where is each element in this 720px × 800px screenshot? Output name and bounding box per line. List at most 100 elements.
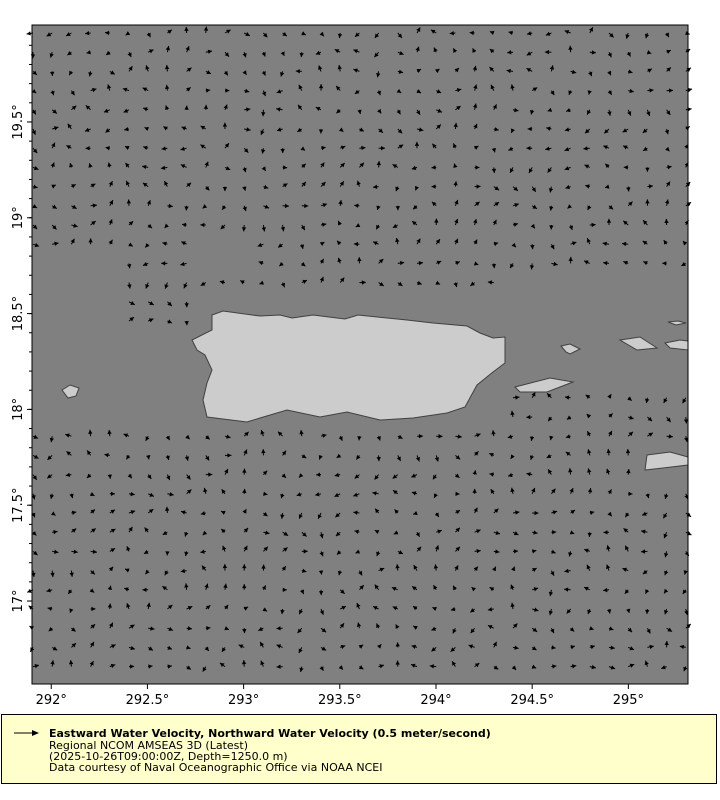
velocity-arrow bbox=[280, 71, 285, 77]
velocity-arrow bbox=[184, 532, 189, 537]
velocity-arrow bbox=[257, 242, 264, 247]
velocity-arrow bbox=[583, 260, 591, 265]
velocity-arrow bbox=[339, 277, 345, 283]
velocity-arrow bbox=[282, 531, 289, 537]
velocity-arrow bbox=[319, 551, 324, 557]
velocity-arrow bbox=[31, 109, 37, 115]
velocity-arrow bbox=[665, 146, 670, 152]
velocity-arrow bbox=[565, 451, 571, 457]
velocity-arrow bbox=[353, 49, 360, 54]
velocity-arrow bbox=[473, 123, 478, 130]
velocity-arrow bbox=[224, 604, 229, 610]
velocity-arrow bbox=[372, 491, 379, 496]
velocity-arrow bbox=[221, 205, 227, 211]
velocity-arrow bbox=[315, 106, 322, 111]
velocity-arrow bbox=[454, 67, 460, 73]
velocity-arrow bbox=[336, 240, 342, 246]
velocity-arrow bbox=[201, 565, 207, 571]
velocity-arrow bbox=[242, 70, 247, 76]
velocity-arrow bbox=[301, 181, 307, 187]
velocity-arrow bbox=[393, 530, 399, 535]
velocity-arrow bbox=[416, 127, 424, 132]
velocity-arrow bbox=[666, 416, 672, 423]
velocity-arrow bbox=[223, 70, 229, 76]
velocity-arrow bbox=[261, 166, 267, 172]
velocity-arrow bbox=[392, 163, 399, 169]
x-tick-label: 294.5° bbox=[510, 693, 554, 708]
velocity-arrow bbox=[531, 567, 537, 572]
velocity-arrow bbox=[392, 223, 399, 229]
velocity-arrow bbox=[414, 141, 420, 149]
velocity-arrow bbox=[123, 433, 130, 438]
velocity-arrow bbox=[663, 532, 668, 539]
x-tick-label: 293.5° bbox=[318, 693, 362, 708]
velocity-arrow bbox=[205, 625, 211, 631]
velocity-arrow bbox=[358, 570, 363, 576]
velocity-arrow bbox=[337, 32, 343, 39]
velocity-arrow bbox=[376, 455, 381, 462]
velocity-arrow bbox=[585, 394, 591, 399]
velocity-arrow bbox=[128, 491, 135, 497]
velocity-arrow bbox=[549, 435, 554, 441]
velocity-arrow bbox=[645, 493, 650, 499]
velocity-arrow bbox=[469, 30, 475, 36]
velocity-arrow bbox=[146, 455, 151, 460]
velocity-arrow bbox=[52, 241, 59, 246]
velocity-arrow bbox=[512, 203, 519, 208]
velocity-arrow bbox=[627, 431, 634, 437]
velocity-arrow bbox=[51, 184, 57, 189]
velocity-arrow bbox=[296, 492, 302, 497]
velocity-arrow bbox=[551, 664, 557, 669]
velocity-arrow bbox=[625, 32, 630, 39]
velocity-arrow bbox=[106, 84, 112, 91]
velocity-arrow bbox=[662, 512, 668, 519]
velocity-arrow bbox=[242, 628, 247, 634]
velocity-arrow bbox=[509, 263, 515, 269]
velocity-arrow bbox=[624, 545, 630, 552]
velocity-arrow bbox=[185, 45, 190, 53]
velocity-arrow bbox=[487, 607, 494, 612]
velocity-arrow bbox=[105, 50, 111, 56]
velocity-arrow bbox=[263, 491, 268, 496]
velocity-arrow bbox=[338, 435, 343, 441]
velocity-arrow bbox=[628, 415, 634, 420]
velocity-arrow bbox=[647, 184, 654, 189]
velocity-arrow bbox=[242, 186, 247, 191]
velocity-arrow bbox=[148, 664, 153, 669]
velocity-arrow bbox=[549, 224, 554, 230]
velocity-arrow bbox=[108, 622, 114, 629]
velocity-arrow bbox=[52, 549, 59, 554]
velocity-arrow bbox=[50, 660, 55, 667]
velocity-arrow bbox=[47, 606, 53, 611]
velocity-arrow bbox=[109, 547, 116, 553]
velocity-arrow bbox=[31, 128, 36, 136]
velocity-arrow bbox=[200, 222, 206, 228]
velocity-arrow bbox=[642, 569, 648, 575]
velocity-arrow bbox=[397, 144, 404, 149]
velocity-arrow bbox=[395, 237, 400, 245]
velocity-arrow bbox=[147, 508, 154, 514]
velocity-arrow bbox=[319, 241, 325, 247]
velocity-arrow bbox=[608, 413, 613, 418]
velocity-arrow bbox=[202, 204, 208, 209]
velocity-arrow bbox=[548, 608, 554, 616]
velocity-arrow bbox=[645, 167, 650, 172]
velocity-arrow bbox=[490, 488, 495, 495]
velocity-arrow bbox=[511, 665, 517, 671]
velocity-arrow bbox=[46, 32, 53, 37]
velocity-arrow bbox=[90, 87, 97, 93]
velocity-arrow bbox=[626, 468, 631, 475]
velocity-arrow bbox=[529, 263, 535, 270]
velocity-arrow bbox=[566, 608, 571, 614]
velocity-arrow bbox=[397, 434, 403, 439]
velocity-arrow bbox=[453, 122, 458, 130]
velocity-arrow bbox=[570, 69, 577, 74]
velocity-arrow bbox=[493, 549, 500, 554]
velocity-arrow bbox=[492, 641, 497, 648]
velocity-arrow bbox=[353, 510, 360, 515]
velocity-arrow bbox=[472, 103, 478, 110]
velocity-arrow bbox=[164, 282, 169, 289]
velocity-arrow bbox=[142, 587, 149, 593]
velocity-arrow bbox=[242, 52, 247, 58]
velocity-arrow bbox=[531, 204, 538, 210]
